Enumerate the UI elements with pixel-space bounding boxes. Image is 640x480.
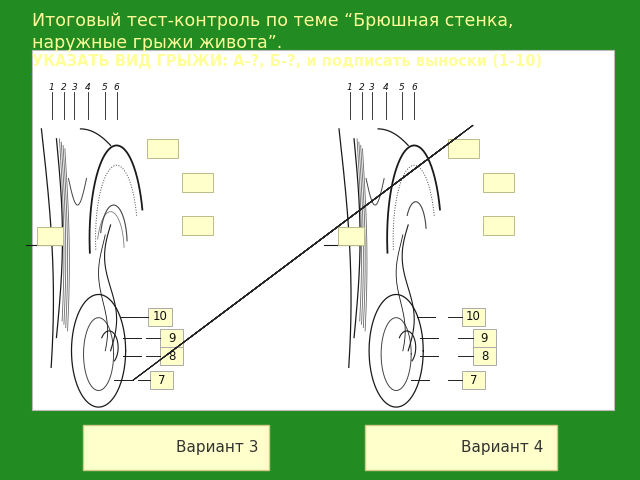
Bar [160, 347, 183, 365]
Text: Вариант 3: Вариант 3 [176, 440, 259, 455]
Text: 3: 3 [72, 84, 77, 93]
Text: 6: 6 [114, 84, 120, 93]
Bar [160, 329, 183, 348]
Text: Итоговый тест-контроль по теме “Брюшная стенка,: Итоговый тест-контроль по теме “Брюшная … [32, 12, 513, 30]
Bar [483, 216, 514, 235]
Text: УКАЗАТЬ ВИД ГРЫЖИ: А-?, Б-?, и подписать выноски (1-10): УКАЗАТЬ ВИД ГРЫЖИ: А-?, Б-?, и подписать… [32, 54, 542, 69]
Bar [473, 347, 496, 365]
Text: 2: 2 [358, 84, 364, 93]
Text: 4: 4 [383, 84, 388, 93]
Text: в: в [92, 430, 99, 443]
Text: 7: 7 [470, 373, 477, 387]
Bar [462, 371, 485, 389]
Bar [462, 308, 485, 326]
Bar [182, 173, 213, 192]
Bar [83, 425, 269, 470]
Text: 9: 9 [168, 332, 175, 345]
Bar [37, 227, 63, 245]
Text: 6: 6 [412, 84, 417, 93]
Bar [148, 308, 172, 326]
Text: 8: 8 [168, 349, 175, 363]
Bar [338, 227, 364, 245]
Bar [483, 173, 514, 192]
Text: 5: 5 [399, 84, 405, 93]
Text: г: г [390, 430, 396, 443]
Text: 3: 3 [369, 84, 375, 93]
Text: 1: 1 [347, 84, 353, 93]
Bar [150, 371, 173, 389]
Text: наружные грыжи живота”.: наружные грыжи живота”. [32, 34, 282, 51]
Text: 7: 7 [157, 373, 165, 387]
Bar [448, 139, 479, 158]
Bar [473, 329, 496, 348]
Text: 10: 10 [466, 310, 481, 324]
Text: 9: 9 [481, 332, 488, 345]
Text: 8: 8 [481, 349, 488, 363]
Text: 10: 10 [152, 310, 168, 324]
Text: 5: 5 [102, 84, 108, 93]
Bar [32, 50, 614, 410]
Bar [182, 216, 213, 235]
Text: 2: 2 [61, 84, 67, 93]
Text: 4: 4 [85, 84, 91, 93]
Text: Вариант 4: Вариант 4 [461, 440, 543, 455]
Bar [365, 425, 557, 470]
Text: 1: 1 [49, 84, 55, 93]
Bar [147, 139, 178, 158]
